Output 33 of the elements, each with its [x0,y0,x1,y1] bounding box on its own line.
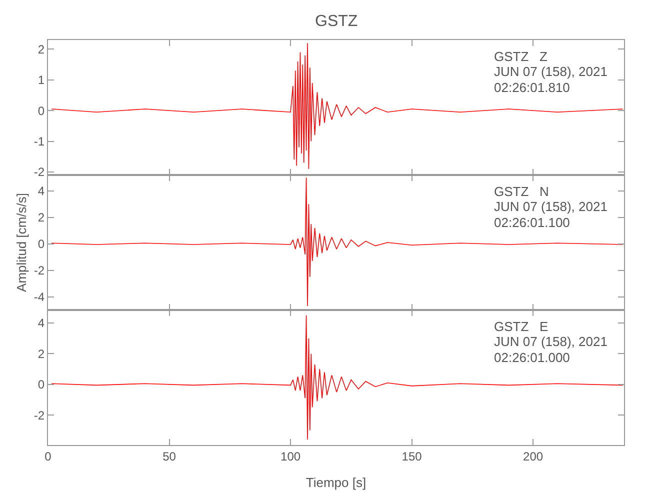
chart-title: GSTZ [315,13,358,30]
line-series [51,42,624,170]
x-tick-label: 50 [162,449,176,464]
y-tick-label: -4 [34,290,45,304]
annotation: JUN 07 (158), 2021 [494,334,608,349]
annotation: JUN 07 (158), 2021 [494,64,608,79]
annotation: GSTZ N [494,184,549,199]
line-series [51,177,624,306]
y-tick-label: 1 [38,73,45,88]
y-tick-label: 2 [38,346,45,361]
y-tick-label: 0 [38,237,45,252]
annotation: 02:26:01.810 [494,80,570,95]
y-tick-label: 4 [38,316,45,330]
y-tick-label: 4 [38,184,45,198]
annotation: JUN 07 (158), 2021 [494,199,608,214]
y-tick-label: -1 [34,134,45,148]
x-tick-label: 100 [280,449,301,464]
y-tick-label: 0 [38,378,45,392]
y-tick-label: -2 [34,408,45,422]
y-tick-label: 2 [38,210,45,225]
annotation: 02:26:01.000 [494,350,570,365]
y-tick-label: 0 [38,104,45,118]
y-axis-title: Amplitud [cm/s/s] [14,193,29,292]
x-axis-title: Tiempo [s] [306,475,366,490]
x-tick-label: 200 [523,449,544,464]
annotation: GSTZ E [494,319,548,334]
y-tick-label: -2 [34,263,45,278]
y-tick-label: -2 [34,165,45,180]
line-series [51,314,624,440]
annotation: GSTZ Z [494,49,548,64]
x-tick-label: 150 [402,449,422,464]
annotation: 02:26:01.100 [494,215,570,230]
y-tick-label: 2 [38,42,45,56]
